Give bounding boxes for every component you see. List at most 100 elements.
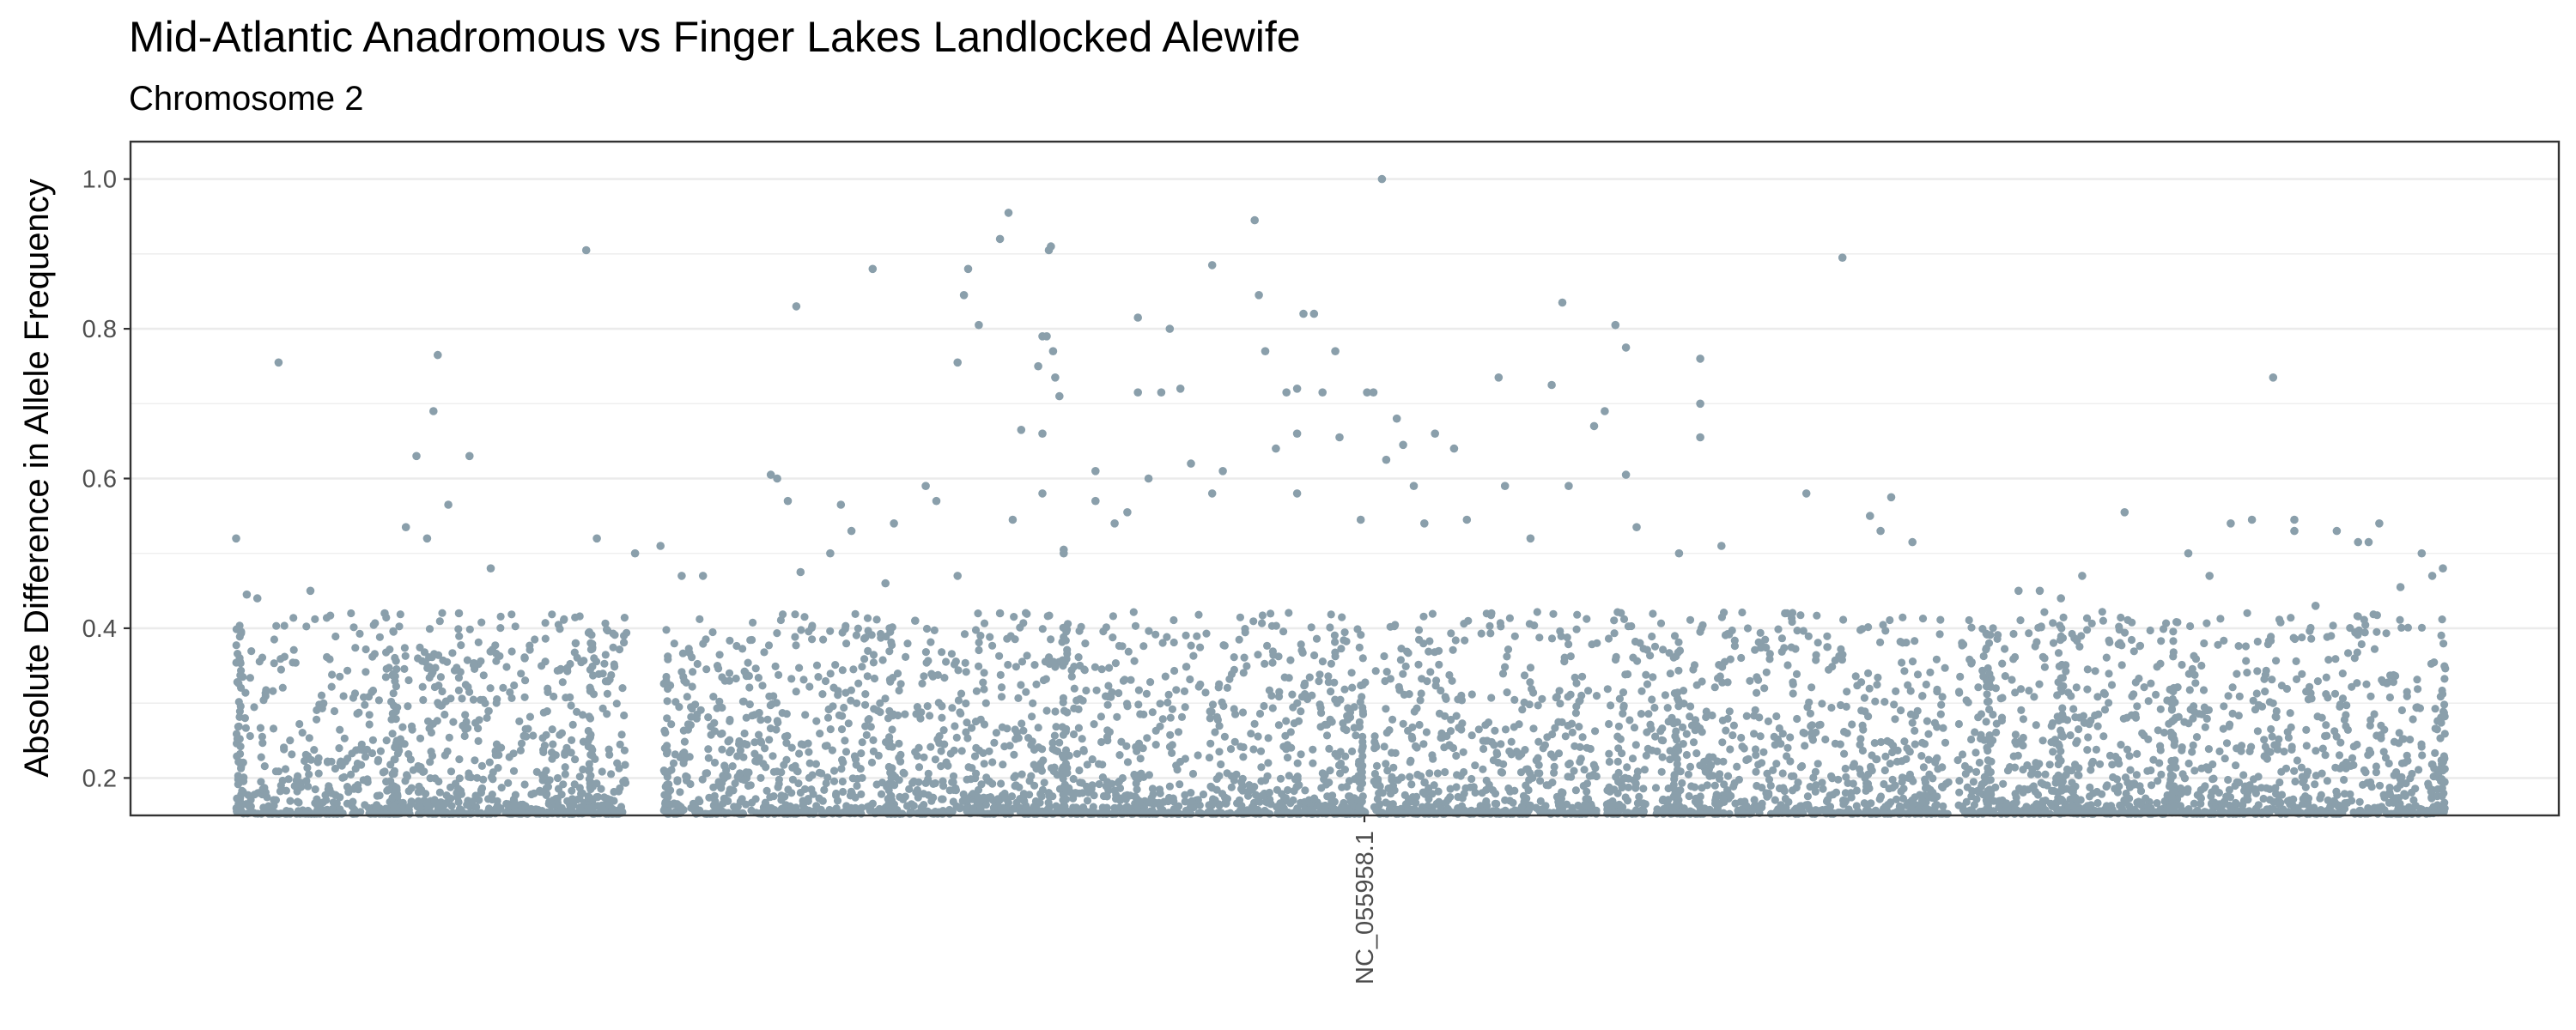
data-point xyxy=(1874,673,1882,682)
data-point xyxy=(1172,761,1181,770)
data-point xyxy=(396,610,404,619)
data-point xyxy=(349,623,358,632)
data-point xyxy=(1053,771,1061,779)
data-point xyxy=(1890,700,1899,709)
data-point xyxy=(351,765,360,773)
data-point xyxy=(1881,752,1890,761)
data-point xyxy=(685,753,694,761)
data-point xyxy=(1131,621,1140,630)
data-point xyxy=(1051,746,1060,754)
data-point xyxy=(1449,645,1457,654)
data-point xyxy=(1777,634,1786,643)
data-point xyxy=(1924,730,1933,738)
data-point xyxy=(839,787,848,797)
data-point xyxy=(1649,673,1657,682)
data-point xyxy=(543,707,551,716)
data-point xyxy=(1716,770,1724,779)
data-point xyxy=(970,752,980,760)
data-point xyxy=(1158,715,1167,724)
data-point xyxy=(756,773,765,783)
data-point xyxy=(1859,725,1868,734)
data-point xyxy=(350,809,359,818)
data-point xyxy=(812,661,822,670)
data-point xyxy=(550,692,558,701)
data-point xyxy=(769,752,777,760)
data-point xyxy=(1525,700,1534,709)
data-point xyxy=(1698,728,1706,736)
data-point xyxy=(1811,767,1820,776)
data-point xyxy=(1689,665,1698,674)
data-point xyxy=(980,685,988,694)
data-point xyxy=(447,767,456,776)
data-point xyxy=(1434,787,1443,796)
data-point xyxy=(1459,748,1467,756)
data-point xyxy=(2357,639,2366,649)
data-point xyxy=(1893,746,1902,755)
data-point xyxy=(570,648,579,657)
data-point xyxy=(1909,798,1917,808)
data-point xyxy=(1911,637,1919,645)
data-point xyxy=(1706,760,1715,769)
data-point xyxy=(1917,809,1925,818)
data-point xyxy=(621,760,629,769)
data-point xyxy=(1451,636,1460,645)
data-point xyxy=(1938,693,1947,701)
data-point xyxy=(1292,809,1301,818)
data-point xyxy=(1510,786,1519,795)
data-point xyxy=(1090,791,1098,800)
data-point xyxy=(2342,722,2350,730)
data-point xyxy=(305,770,313,779)
data-point xyxy=(368,686,378,695)
data-point xyxy=(1255,709,1265,718)
data-point xyxy=(916,809,925,818)
data-point xyxy=(1954,688,1964,696)
data-point xyxy=(509,795,519,803)
data-point xyxy=(2253,667,2262,676)
data-point xyxy=(764,641,774,650)
data-point xyxy=(2379,678,2387,687)
data-point xyxy=(1123,758,1133,766)
data-point xyxy=(2415,766,2423,774)
data-point xyxy=(497,743,506,752)
data-point xyxy=(448,649,457,657)
data-point xyxy=(2228,709,2237,718)
data-point xyxy=(1382,668,1391,676)
data-point xyxy=(548,748,556,757)
data-point xyxy=(2403,623,2412,632)
data-point xyxy=(2372,627,2381,636)
data-point xyxy=(949,772,958,780)
data-point xyxy=(1498,670,1508,678)
data-point xyxy=(579,711,587,719)
data-point xyxy=(738,697,748,706)
data-point xyxy=(2140,683,2148,692)
data-point xyxy=(1637,710,1645,718)
data-point xyxy=(1814,639,1822,647)
data-point xyxy=(895,739,903,748)
data-point xyxy=(2235,692,2244,701)
data-point xyxy=(787,789,796,797)
data-point xyxy=(562,694,570,702)
data-point xyxy=(2136,641,2145,650)
data-point xyxy=(2323,731,2331,740)
data-point xyxy=(2037,623,2045,632)
data-point xyxy=(1414,660,1423,669)
data-point xyxy=(374,696,383,705)
data-point xyxy=(2341,799,2349,808)
data-point xyxy=(1293,759,1302,767)
data-point xyxy=(1077,622,1085,631)
data-point xyxy=(1567,772,1576,781)
data-point xyxy=(1384,784,1393,793)
data-point xyxy=(504,779,513,787)
data-point xyxy=(293,787,301,796)
data-point xyxy=(1089,808,1097,816)
data-point xyxy=(1663,704,1672,712)
data-point xyxy=(455,632,464,640)
data-point xyxy=(474,736,483,746)
data-point xyxy=(1148,806,1157,815)
data-point xyxy=(869,736,878,745)
data-point xyxy=(1122,742,1131,750)
data-point xyxy=(1111,659,1120,668)
data-point xyxy=(1279,804,1288,813)
data-point xyxy=(1014,694,1023,703)
data-point xyxy=(473,773,482,782)
